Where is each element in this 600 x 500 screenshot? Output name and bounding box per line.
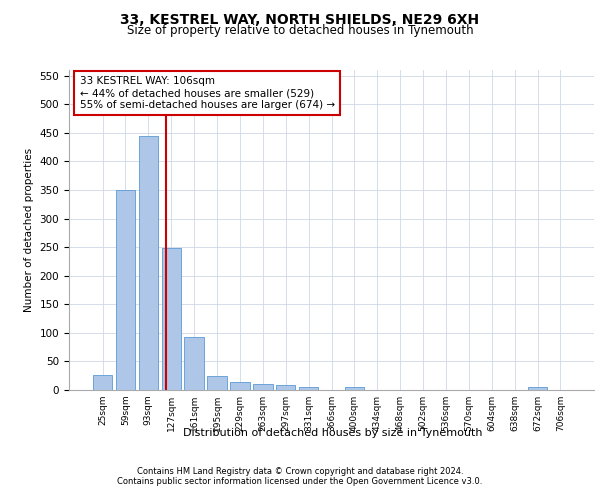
Text: Contains HM Land Registry data © Crown copyright and database right 2024.: Contains HM Land Registry data © Crown c… bbox=[137, 467, 463, 476]
Bar bbox=[139, 136, 158, 390]
Text: Size of property relative to detached houses in Tynemouth: Size of property relative to detached ho… bbox=[127, 24, 473, 37]
Bar bbox=[184, 337, 204, 390]
Text: 33 KESTREL WAY: 106sqm
← 44% of detached houses are smaller (529)
55% of semi-de: 33 KESTREL WAY: 106sqm ← 44% of detached… bbox=[79, 76, 335, 110]
Bar bbox=[299, 386, 319, 390]
Text: 33, KESTREL WAY, NORTH SHIELDS, NE29 6XH: 33, KESTREL WAY, NORTH SHIELDS, NE29 6XH bbox=[121, 12, 479, 26]
Y-axis label: Number of detached properties: Number of detached properties bbox=[24, 148, 34, 312]
Bar bbox=[161, 248, 181, 390]
Bar bbox=[230, 382, 250, 390]
Text: Distribution of detached houses by size in Tynemouth: Distribution of detached houses by size … bbox=[183, 428, 483, 438]
Bar bbox=[93, 374, 112, 390]
Bar bbox=[344, 387, 364, 390]
Text: Contains public sector information licensed under the Open Government Licence v3: Contains public sector information licen… bbox=[118, 477, 482, 486]
Bar bbox=[208, 376, 227, 390]
Bar bbox=[528, 387, 547, 390]
Bar bbox=[253, 384, 272, 390]
Bar bbox=[116, 190, 135, 390]
Bar bbox=[276, 386, 295, 390]
